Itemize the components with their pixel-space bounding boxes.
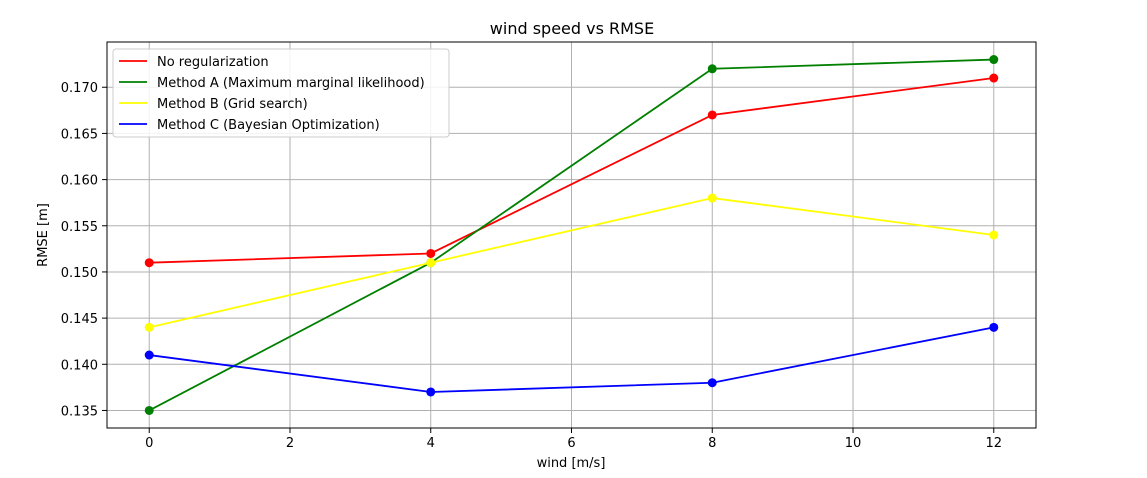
x-tick-label: 10 (845, 436, 862, 451)
data-point (426, 248, 436, 258)
legend-label: Method A (Maximum marginal likelihood) (157, 76, 425, 91)
data-point (426, 387, 436, 397)
data-point (989, 73, 999, 83)
series-2 (144, 193, 999, 332)
y-tick-label: 0.145 (61, 312, 98, 327)
legend-label: No regularization (157, 55, 269, 70)
data-point (144, 350, 154, 360)
y-tick-label: 0.165 (61, 127, 98, 142)
x-axis-label: wind [m/s] (537, 456, 606, 471)
x-tick-label: 4 (427, 436, 435, 451)
legend-item: Method C (Bayesian Optimization) (119, 118, 380, 133)
series-layer (144, 55, 999, 415)
legend-item: Method B (Grid search) (119, 97, 308, 112)
y-tick-label: 0.160 (61, 174, 98, 189)
data-point (989, 322, 999, 332)
x-tick-label: 8 (708, 436, 716, 451)
series-line (149, 326, 994, 393)
legend-box (112, 48, 450, 138)
y-tick-label: 0.140 (61, 358, 98, 373)
data-point (707, 193, 717, 203)
data-point (426, 258, 436, 268)
legend-label: Method C (Bayesian Optimization) (157, 118, 380, 133)
y-tick-label: 0.150 (61, 266, 98, 281)
legend-item: Method A (Maximum marginal likelihood) (119, 76, 425, 91)
y-axis: 0.135 0.140 0.145 0.150 0.155 0.160 0.165 0.170 (61, 81, 107, 419)
data-point (707, 64, 717, 74)
x-tick-label: 6 (567, 436, 575, 451)
y-tick-label: 0.155 (61, 220, 98, 235)
data-point (707, 110, 717, 120)
data-point (707, 378, 717, 388)
chart-title: wind speed vs RMSE (490, 19, 654, 38)
legend: No regularization Method A (Maximum margi… (112, 48, 450, 138)
y-axis-label: RMSE [m] (36, 203, 51, 267)
x-tick-label: 0 (145, 436, 153, 451)
data-point (989, 55, 999, 65)
series-line (149, 197, 994, 329)
x-tick-label: 2 (286, 436, 294, 451)
data-point (144, 405, 154, 415)
y-tick-label: 0.135 (61, 404, 98, 419)
series-line (148, 58, 994, 412)
series-3 (144, 322, 999, 397)
data-point (989, 230, 999, 240)
y-tick-label: 0.170 (61, 81, 98, 96)
legend-item: No regularization (119, 55, 269, 70)
x-tick-label: 12 (985, 436, 1002, 451)
data-point (144, 258, 154, 268)
legend-label: Method B (Grid search) (157, 97, 308, 112)
series-line (149, 77, 994, 264)
data-point (144, 322, 154, 332)
x-axis: 0 2 4 6 8 10 12 (145, 428, 1002, 451)
series-0 (144, 73, 999, 268)
